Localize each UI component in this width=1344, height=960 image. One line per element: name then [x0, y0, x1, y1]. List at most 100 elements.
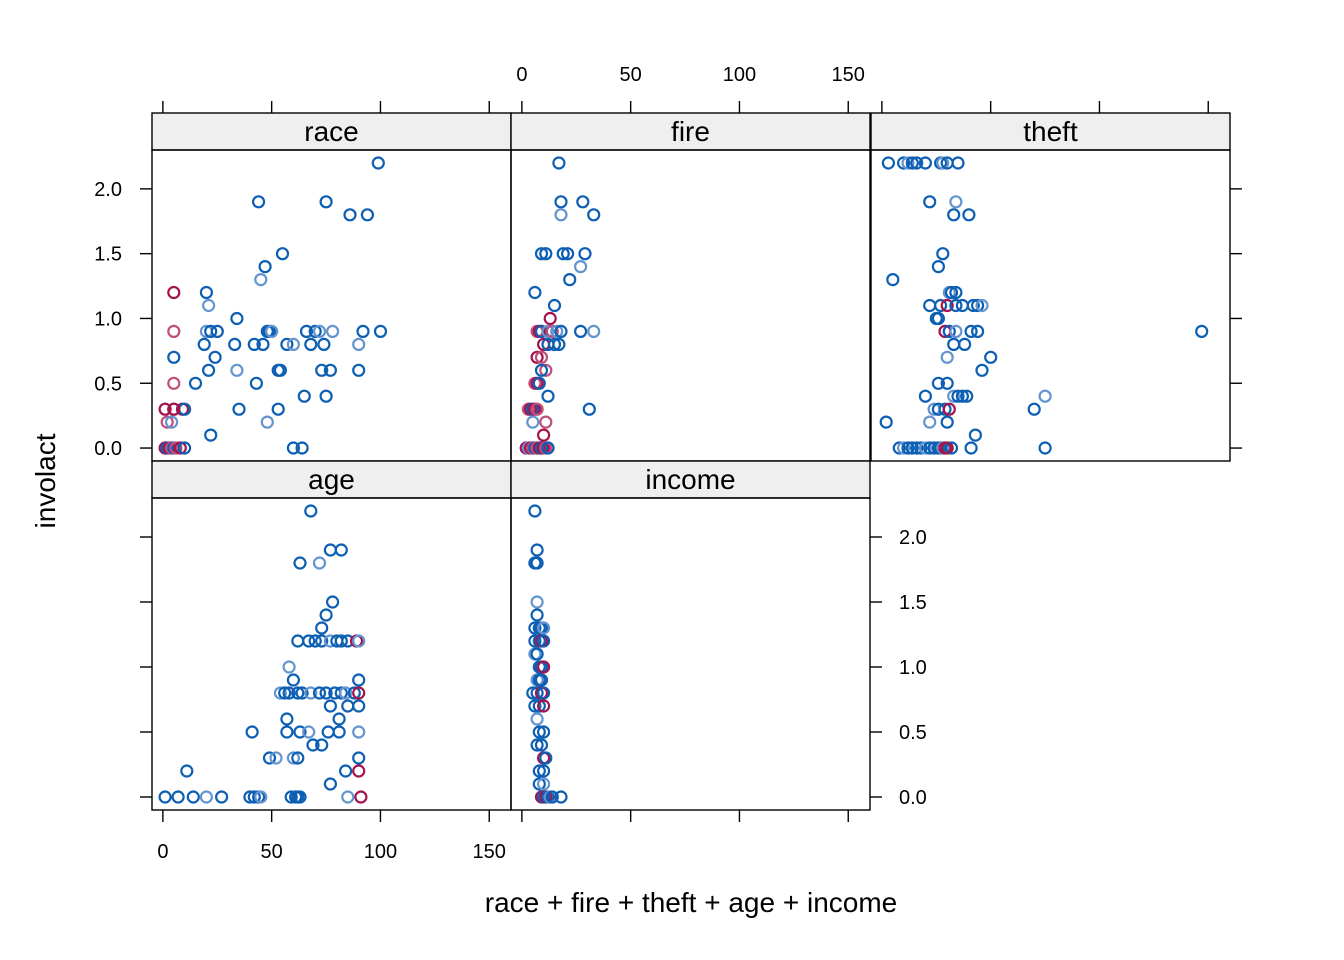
data-point-race [158, 402, 172, 416]
data-point-theft [1038, 389, 1052, 403]
x-tick-label-bottom: 100 [364, 841, 397, 863]
data-point-theft [940, 298, 954, 313]
panel-frame-income [510, 497, 871, 811]
x-tick-label-top: 150 [832, 64, 865, 86]
data-point-age [352, 686, 366, 700]
data-point-theft [940, 376, 954, 390]
data-point-race [247, 337, 261, 351]
data-point-race [297, 389, 311, 403]
panel-strip-label-income: income [645, 464, 735, 495]
data-point-theft [949, 195, 963, 209]
data-point-theft [931, 376, 946, 390]
x-tick-label-bottom: 50 [261, 841, 283, 863]
data-point-fire [560, 247, 575, 261]
data-point-race [304, 337, 318, 351]
y-tick-label-right: 0.5 [899, 722, 927, 744]
data-point-age [341, 790, 355, 804]
y-axis-title: involact [30, 433, 61, 528]
data-point-race [167, 285, 181, 300]
data-point-race [258, 260, 272, 274]
data-point-fire [547, 298, 562, 313]
data-point-theft [931, 311, 946, 326]
data-point-fire [573, 324, 588, 338]
data-point-income [534, 673, 549, 687]
data-point-age [339, 686, 353, 700]
data-point-theft [947, 389, 961, 403]
data-point-race [286, 337, 300, 351]
data-point-age [352, 673, 366, 687]
data-point-income [528, 504, 542, 518]
data-point-race [254, 273, 268, 287]
data-point-race [271, 402, 285, 416]
data-point-fire [556, 247, 570, 261]
data-point-theft [933, 298, 948, 313]
y-tick-label-left: 1.5 [94, 244, 122, 266]
data-point-theft [951, 389, 965, 403]
y-tick-label-right: 1.0 [899, 657, 927, 679]
data-point-age [323, 543, 337, 557]
data-point-race [323, 363, 337, 377]
data-point-fire [539, 363, 553, 377]
data-point-fire [528, 285, 542, 300]
data-point-race [326, 324, 340, 338]
data-point-income [536, 634, 551, 648]
data-point-age [302, 725, 316, 739]
data-point-age [332, 712, 346, 726]
data-point-income [530, 712, 544, 726]
data-point-age [334, 543, 348, 557]
data-point-race [202, 298, 216, 313]
data-point-theft [910, 441, 924, 455]
data-point-theft [918, 156, 933, 170]
data-point-fire [534, 247, 549, 261]
data-point-age [315, 738, 329, 752]
data-point-theft [896, 441, 911, 455]
data-point-theft [944, 441, 959, 455]
data-point-race [352, 337, 366, 351]
data-point-fire [534, 350, 549, 364]
data-point-income [536, 621, 551, 635]
data-point-theft [942, 324, 956, 338]
data-point-age [269, 751, 283, 765]
data-point-age [315, 634, 329, 648]
data-point-race [317, 337, 331, 351]
data-point-age [302, 634, 316, 648]
data-point-age [352, 764, 366, 778]
data-point-fire [563, 273, 577, 287]
data-point-theft [910, 156, 924, 170]
y-tick-label-right: 0.0 [899, 787, 927, 809]
data-point-race [319, 389, 333, 403]
data-point-age [199, 790, 213, 804]
data-point-income [536, 764, 551, 778]
data-point-race [265, 324, 279, 338]
data-point-fire [576, 195, 590, 209]
data-point-income [554, 790, 568, 804]
data-point-theft [914, 441, 928, 455]
data-point-race [308, 324, 322, 338]
data-point-theft [947, 208, 961, 222]
data-point-fire [554, 208, 568, 222]
data-point-theft [940, 350, 954, 364]
data-point-race [167, 324, 181, 338]
data-point-fire [547, 337, 562, 351]
x-tick-label-top: 0 [516, 64, 527, 86]
data-point-age [186, 790, 200, 804]
data-point-theft [881, 156, 896, 170]
data-point-age [286, 673, 300, 687]
data-point-age [284, 790, 298, 804]
data-point-theft [949, 324, 963, 338]
x-axis-title: race + fire + theft + age + income [485, 887, 897, 918]
data-point-age [180, 764, 194, 778]
data-point-fire [532, 376, 546, 390]
data-point-income [528, 699, 542, 713]
data-point-race [169, 441, 183, 455]
data-point-income [532, 764, 546, 778]
data-point-fire [541, 441, 555, 455]
data-point-race [295, 441, 309, 455]
data-point-theft [964, 324, 978, 338]
data-point-age [352, 699, 366, 713]
data-point-theft [923, 415, 937, 429]
data-point-age [291, 751, 305, 765]
panel-frame-race [151, 149, 512, 462]
data-point-theft [944, 285, 959, 300]
